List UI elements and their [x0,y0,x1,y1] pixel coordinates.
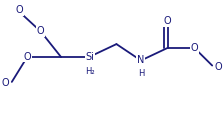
Text: O: O [15,5,23,15]
Text: H: H [138,69,144,78]
Text: O: O [214,62,222,72]
Text: H₂: H₂ [85,67,95,76]
Text: O: O [191,43,198,53]
Text: O: O [37,26,45,37]
Text: O: O [2,78,10,88]
Text: N: N [137,55,145,66]
Text: O: O [164,16,172,26]
Text: Si: Si [85,52,94,62]
Text: O: O [24,52,31,62]
